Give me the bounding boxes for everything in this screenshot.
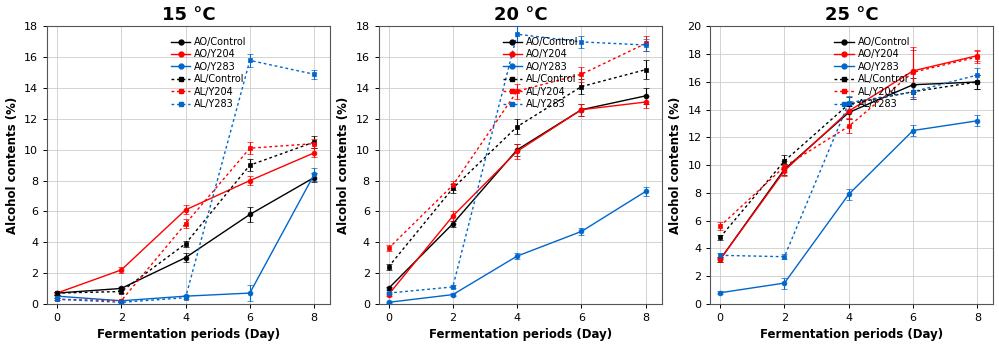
- Title: 15 °C: 15 °C: [162, 6, 216, 24]
- X-axis label: Fermentation periods (Day): Fermentation periods (Day): [760, 329, 943, 341]
- Y-axis label: Alcohol contents (%): Alcohol contents (%): [338, 96, 351, 234]
- Legend: AO/Control, AO/Y204, AO/Y283, AL/Control, AL/Y204, AL/Y283: AO/Control, AO/Y204, AO/Y283, AL/Control…: [502, 37, 578, 109]
- X-axis label: Fermentation periods (Day): Fermentation periods (Day): [429, 329, 612, 341]
- Title: 20 °C: 20 °C: [494, 6, 547, 24]
- Title: 25 °C: 25 °C: [825, 6, 879, 24]
- Y-axis label: Alcohol contents (%): Alcohol contents (%): [668, 96, 681, 234]
- Legend: AO/Control, AO/Y204, AO/Y283, AL/Control, AL/Y204, AL/Y283: AO/Control, AO/Y204, AO/Y283, AL/Control…: [834, 37, 910, 109]
- X-axis label: Fermentation periods (Day): Fermentation periods (Day): [97, 329, 281, 341]
- Legend: AO/Control, AO/Y204, AO/Y283, AL/Control, AL/Y204, AL/Y283: AO/Control, AO/Y204, AO/Y283, AL/Control…: [171, 37, 247, 109]
- Y-axis label: Alcohol contents (%): Alcohol contents (%): [6, 96, 19, 234]
